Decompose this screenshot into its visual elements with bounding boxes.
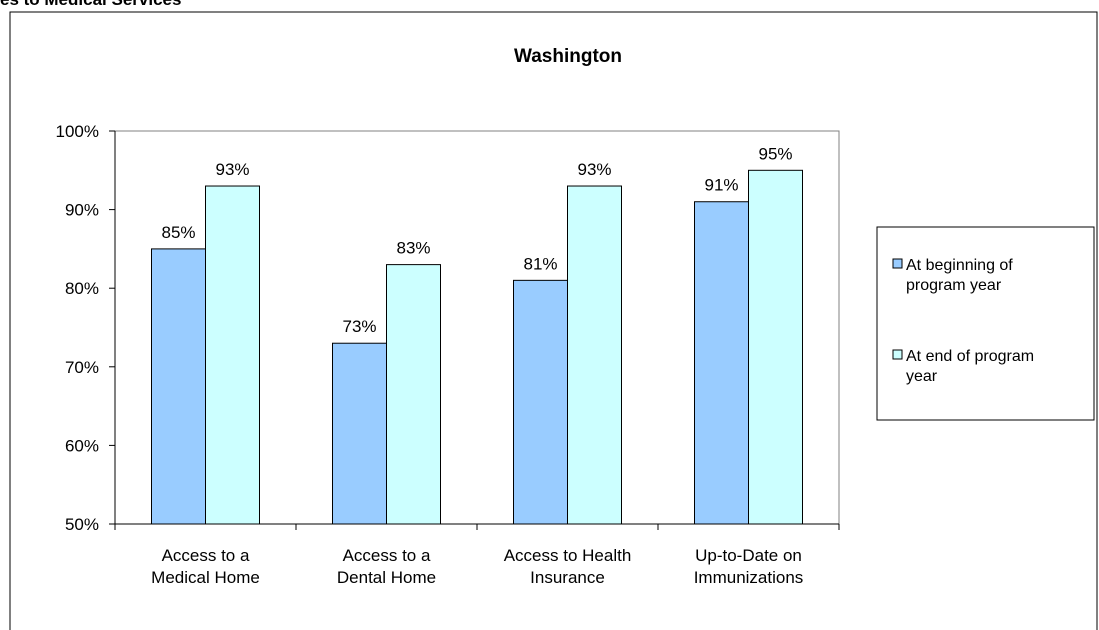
y-tick-label: 90% (65, 201, 99, 220)
y-tick-label: 50% (65, 515, 99, 534)
y-tick-label: 80% (65, 279, 99, 298)
legend-swatch (892, 258, 903, 269)
category-label: Access to Health (504, 546, 632, 565)
bar-data-label: 85% (161, 223, 195, 242)
bar-end (748, 169, 803, 525)
legend-label: At beginning of (906, 257, 1013, 274)
y-tick-label: 60% (65, 436, 99, 455)
bar-data-label: 93% (215, 160, 249, 179)
bar-beginning (332, 342, 387, 525)
y-tick-label: 70% (65, 358, 99, 377)
category-label: Medical Home (151, 568, 260, 587)
bar-end (386, 264, 441, 525)
legend-label: program year (906, 277, 1002, 294)
bar-end (567, 185, 622, 525)
y-tick-label: 100% (56, 122, 99, 141)
bar-end (205, 185, 260, 525)
chart-title: Washington (514, 46, 622, 67)
category-label: Immunizations (694, 568, 804, 587)
legend-box (876, 226, 1095, 421)
legend-label: At end of program (906, 348, 1034, 365)
bar-data-label: 83% (396, 239, 430, 258)
bar-data-label: 73% (342, 317, 376, 336)
bar-data-label: 91% (704, 176, 738, 195)
legend-label: year (906, 368, 938, 385)
bar-data-label: 95% (758, 144, 792, 163)
bar-beginning (694, 201, 749, 525)
bar-data-label: 93% (577, 160, 611, 179)
category-label: Access to a (343, 546, 431, 565)
bar-beginning (151, 248, 206, 525)
page-heading: es to Medical Services (0, 0, 181, 10)
bar-data-label: 81% (523, 254, 557, 273)
bar-beginning (513, 279, 568, 525)
category-label: Access to a (162, 546, 250, 565)
legend-swatch (892, 349, 903, 360)
category-label: Up-to-Date on (695, 546, 802, 565)
category-label: Dental Home (337, 568, 436, 587)
category-label: Insurance (530, 568, 605, 587)
